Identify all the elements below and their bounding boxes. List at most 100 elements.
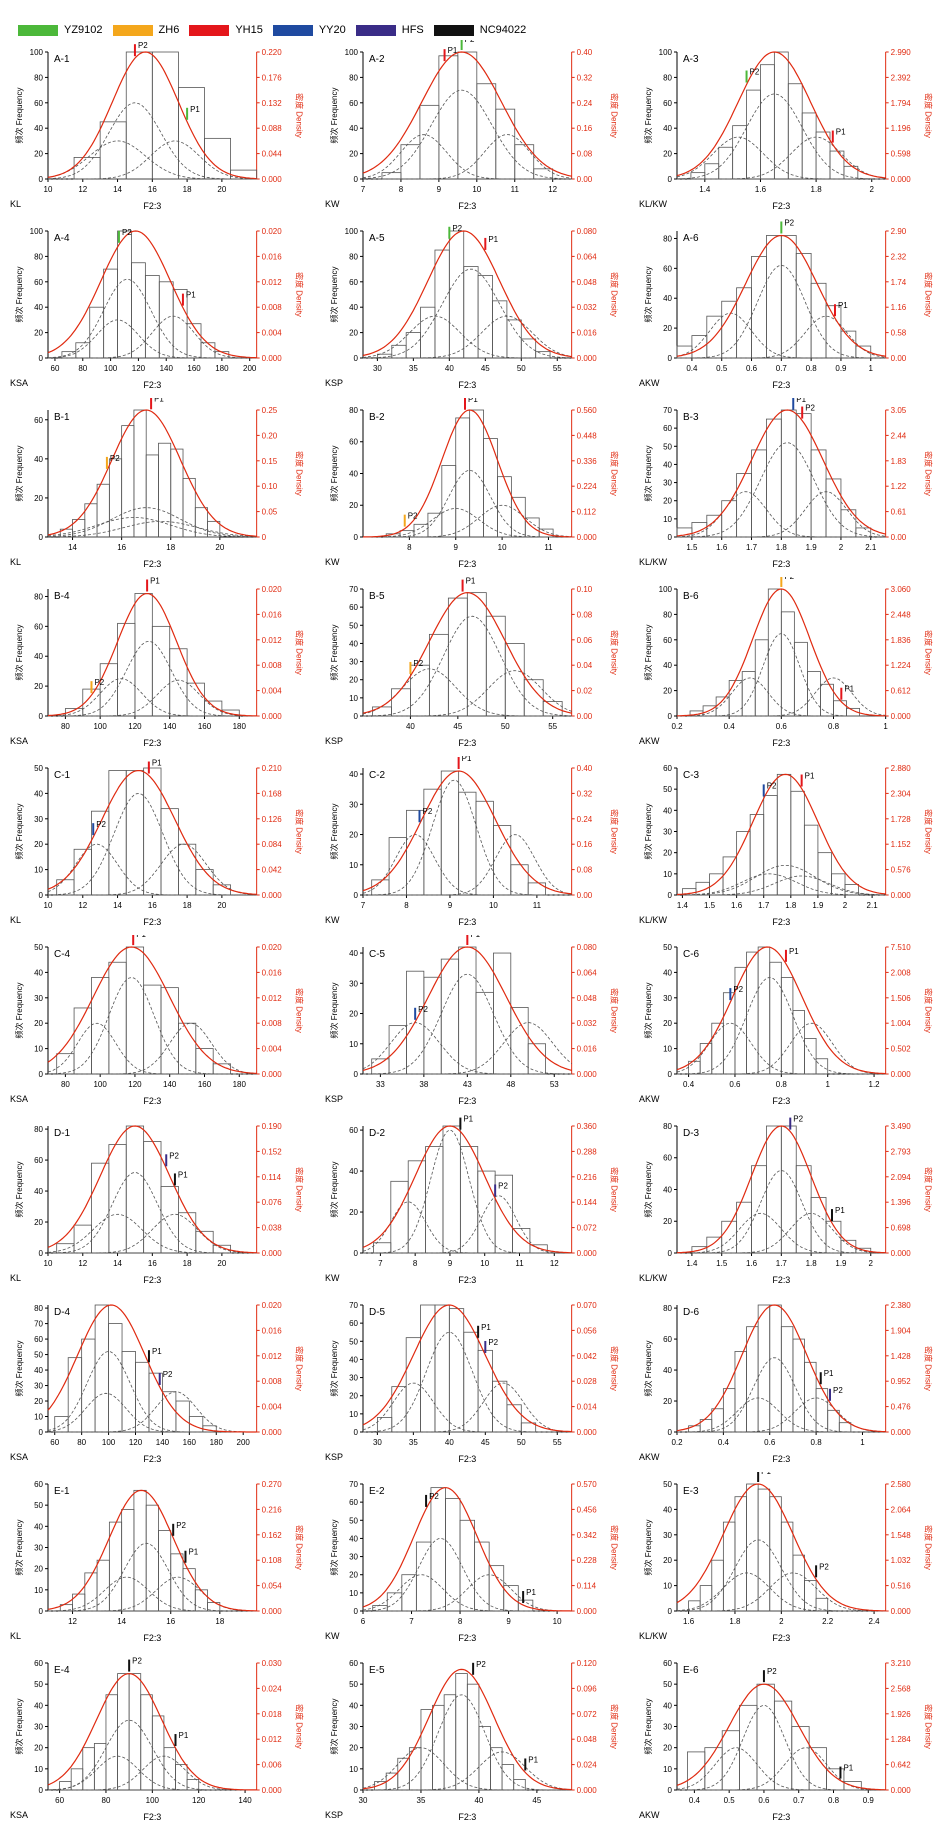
histogram-bar [96,1559,110,1612]
x-tick-label: 1.8 [806,1259,818,1268]
y2-tick-label: 0.00 [891,533,907,542]
y-tick-label: 10 [349,861,358,870]
parent-marker-label: P1 [789,947,799,956]
y2-tick-label: 0.044 [262,150,283,159]
y-tick-label: 0 [353,1070,358,1079]
y-tick-label: 60 [34,1659,43,1668]
x-tick-label: 0.8 [776,1080,788,1089]
y2-tick-label: 1.152 [891,840,912,849]
legend-item: HFS [355,24,424,36]
y2-tick-label: 0.10 [262,482,278,491]
histogram-bar [424,1146,444,1254]
histogram-bar [729,680,743,717]
histogram-bar [751,1165,768,1254]
y2-axis-title: 密度 Density [924,988,934,1033]
histogram-bar [475,800,494,896]
x-tick-label: 2 [839,543,844,552]
chart-panel: A-3 0 20 40 60 80 100 0.000 0.598 1.196 1.794 2.392… [639,48,934,211]
component-curve [47,1172,257,1254]
chart-panel: C-5 0 10 20 30 40 0.000 0.016 0.032 0.048 0.064 0.0… [325,935,619,1106]
component-curve [47,1755,257,1791]
x-tick-label: 20 [217,1259,226,1268]
y-axis-title: 频次 Frequency [14,446,24,502]
histogram-bar [423,976,442,1075]
y-tick-label: 60 [349,1498,358,1507]
x-tick-label: 40 [445,364,454,373]
x-tick-label: 9 [447,1259,452,1268]
y-tick-label: 80 [663,1304,672,1313]
panel-label: A-3 [683,54,699,65]
legend-label: YY20 [318,24,346,36]
density-curve [677,588,887,717]
y2-axis-title: 密度 Density [295,809,305,854]
histogram-bar [477,1170,496,1254]
panel-label: A-1 [54,54,70,65]
histogram-bar [768,588,783,717]
parent-marker-label: P1 [838,301,848,310]
x-tick-label: 10 [489,901,498,910]
parent-marker-label: P2 [476,1660,486,1669]
component-curve [362,134,572,180]
y-tick-label: 80 [663,610,672,619]
y-tick-label: 20 [663,1217,672,1226]
histogram-bar [438,55,458,180]
x-tick-label: 0.7 [776,364,788,373]
y-tick-label: 20 [349,1208,358,1217]
y2-tick-label: 0.168 [262,789,283,798]
y2-tick-label: 0.342 [576,1531,597,1540]
y-tick-label: 60 [349,1319,358,1328]
y-axis-title: 频次 Frequency [643,625,653,681]
y2-tick-label: 0.456 [576,1505,597,1514]
y-tick-label: 40 [663,1505,672,1514]
x-tick-label: 20 [215,543,224,552]
y2-axis-title: 密度 Density [924,93,934,138]
histogram-bar [125,1125,145,1254]
y-tick-label: 10 [349,1040,358,1049]
y2-tick-label: 2.568 [891,1684,912,1693]
y-tick-label: 50 [663,1680,672,1689]
histogram-bar [99,663,118,717]
histogram-bar [128,1673,142,1791]
chart-panel: E-4 0 10 20 30 40 50 60 0.000 0.006 0.012 0.018 0.02… [10,1657,305,1822]
histogram-bar [200,342,216,359]
y2-tick-label: 0.476 [891,1403,912,1412]
component-curve [677,491,887,538]
y-axis-title: 频次 Frequency [643,1520,653,1576]
component-curve [677,864,887,896]
chart-panel: D-5 0 10 20 30 40 50 60 70 0.000 0.014 0.028 0.042 0.… [325,1301,620,1464]
histogram-bar [495,108,515,180]
histogram-bar [75,342,91,359]
chart-panel: B-3 0 10 20 30 40 50 60 70 0.00 0.61 1.22 1.83 2.44 3.… [639,398,934,569]
y2-tick-label: 3.210 [891,1659,912,1668]
histogram-bar [723,1388,736,1433]
y2-tick-label: 1.396 [891,1198,912,1207]
histogram-bar [758,1488,771,1612]
y2-tick-label: 0.642 [891,1761,912,1770]
x-tick-label: 160 [198,1080,212,1089]
histogram-bar [466,592,487,717]
y-tick-label: 40 [34,789,43,798]
y-tick-label: 60 [34,1480,43,1489]
parent-marker-label: P2 [138,41,148,50]
parent-marker-label: P2 [785,577,795,581]
y2-axis-title: 密度 Density [609,630,619,675]
x-tick-label: 0.6 [746,364,758,373]
panel-label: E-1 [54,1486,70,1497]
y2-tick-label: 0.020 [262,943,283,952]
y-tick-label: 20 [34,1565,43,1574]
y2-tick-label: 1.284 [891,1735,912,1744]
x-tick-label: 0.2 [672,722,684,731]
component-curve [362,670,572,717]
y-tick-label: 30 [349,1553,358,1562]
histogram-bar [506,319,522,359]
histogram-bar [542,701,563,717]
y2-tick-label: 0.612 [891,687,912,696]
x-tick-label: 0.4 [687,364,699,373]
histogram-bar [751,256,768,359]
y2-axis-title: 密度 Density [924,1704,934,1749]
x-tick-label: 1.5 [704,901,716,910]
y2-tick-label: 1.83 [891,457,907,466]
y-axis-title: 频次 Frequency [329,1341,339,1397]
panel-label: E-6 [683,1665,699,1676]
y2-axis-title: 密度 Density [295,1525,305,1570]
